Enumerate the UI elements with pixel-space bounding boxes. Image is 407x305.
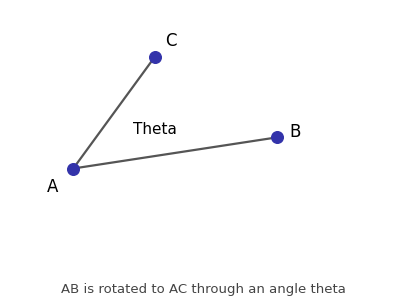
Text: A: A xyxy=(47,178,59,196)
Text: Theta: Theta xyxy=(133,122,177,137)
Point xyxy=(151,55,158,59)
Text: AB is rotated to AC through an angle theta: AB is rotated to AC through an angle the… xyxy=(61,283,346,296)
Text: C: C xyxy=(165,32,177,51)
Point xyxy=(70,166,77,171)
Point xyxy=(274,135,280,140)
Text: B: B xyxy=(289,123,301,141)
